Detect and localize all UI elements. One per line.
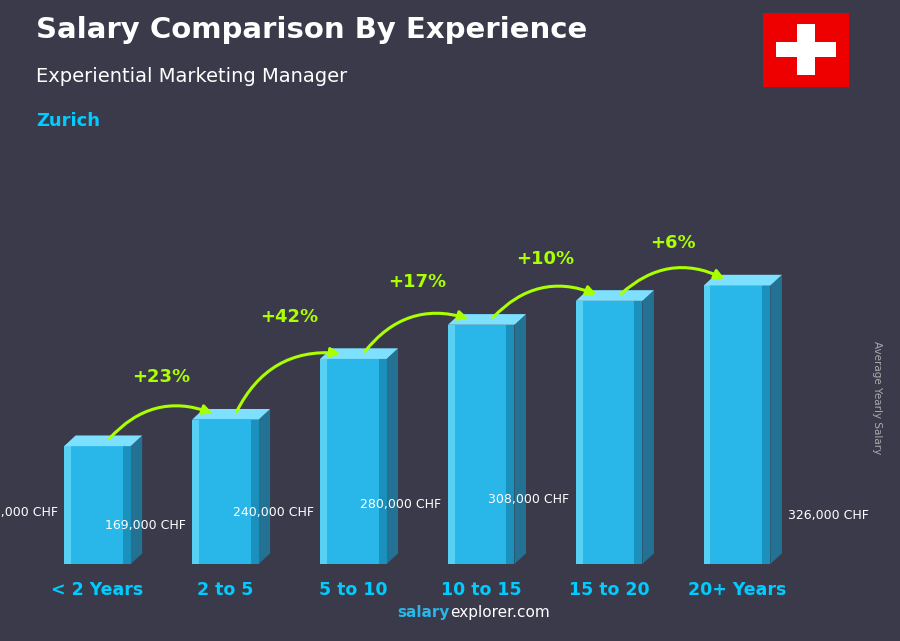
Text: Average Yearly Salary: Average Yearly Salary — [872, 341, 883, 454]
Text: 280,000 CHF: 280,000 CHF — [360, 499, 442, 512]
Bar — [776, 42, 836, 57]
Polygon shape — [192, 409, 270, 420]
Polygon shape — [448, 314, 526, 325]
FancyArrowPatch shape — [365, 312, 465, 351]
Polygon shape — [130, 435, 142, 564]
Text: 326,000 CHF: 326,000 CHF — [788, 510, 869, 522]
Bar — [576, 301, 582, 564]
Polygon shape — [643, 290, 654, 564]
FancyArrowPatch shape — [621, 267, 722, 294]
Bar — [576, 301, 643, 564]
Bar — [634, 301, 643, 564]
FancyArrowPatch shape — [237, 349, 338, 412]
Polygon shape — [386, 348, 398, 564]
Text: explorer.com: explorer.com — [450, 606, 550, 620]
Bar — [64, 446, 71, 564]
Text: +10%: +10% — [516, 249, 574, 267]
Polygon shape — [258, 409, 270, 564]
Bar — [122, 446, 130, 564]
FancyArrowPatch shape — [493, 286, 593, 317]
Bar — [192, 420, 199, 564]
Text: +23%: +23% — [132, 369, 191, 387]
Bar — [762, 285, 770, 564]
Text: Salary Comparison By Experience: Salary Comparison By Experience — [36, 16, 587, 44]
Bar — [704, 285, 710, 564]
Text: +6%: +6% — [651, 234, 696, 252]
Bar — [507, 325, 515, 564]
Text: +42%: +42% — [260, 308, 319, 326]
Text: salary: salary — [398, 606, 450, 620]
Bar — [64, 446, 130, 564]
Polygon shape — [770, 275, 782, 564]
FancyArrowPatch shape — [109, 406, 210, 438]
Polygon shape — [515, 314, 526, 564]
Polygon shape — [320, 348, 398, 359]
Bar — [704, 285, 770, 564]
Text: +17%: +17% — [388, 274, 446, 292]
Text: 308,000 CHF: 308,000 CHF — [489, 493, 570, 506]
Text: 169,000 CHF: 169,000 CHF — [104, 519, 185, 532]
Bar — [448, 325, 515, 564]
Bar — [379, 359, 386, 564]
Text: 240,000 CHF: 240,000 CHF — [232, 506, 313, 519]
Bar — [320, 359, 386, 564]
Bar — [250, 420, 258, 564]
Bar — [192, 420, 258, 564]
Bar — [797, 24, 814, 76]
Bar — [448, 325, 454, 564]
Bar — [320, 359, 327, 564]
Polygon shape — [576, 290, 654, 301]
Text: 138,000 CHF: 138,000 CHF — [0, 506, 58, 519]
Polygon shape — [64, 435, 142, 446]
Polygon shape — [704, 275, 782, 285]
Text: Zurich: Zurich — [36, 112, 100, 130]
Text: Experiential Marketing Manager: Experiential Marketing Manager — [36, 67, 347, 87]
